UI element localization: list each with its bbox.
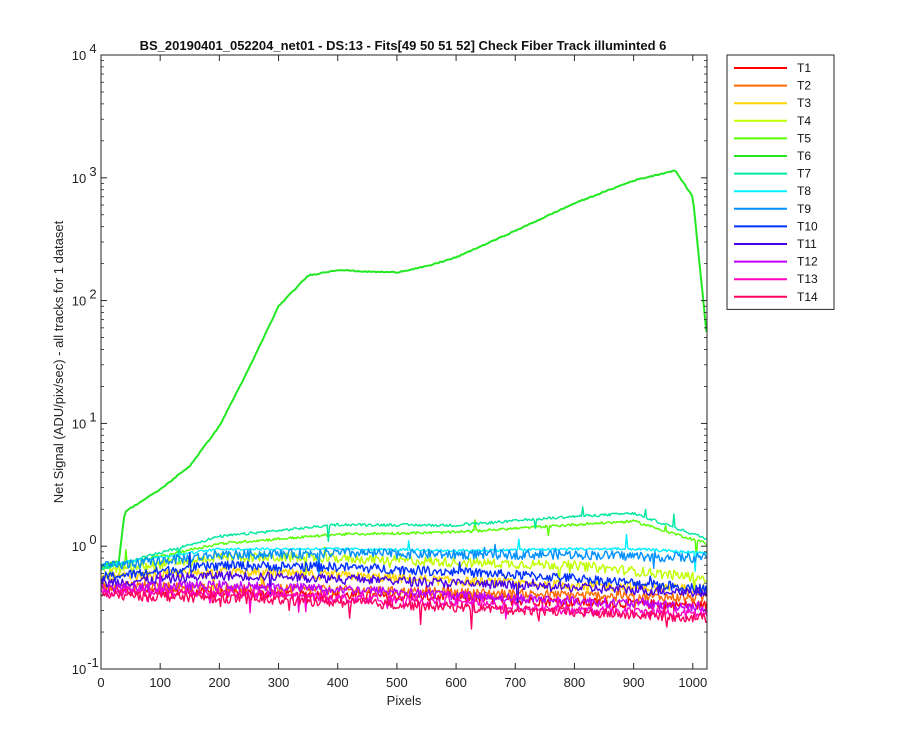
y-tick-label: 10	[72, 662, 86, 677]
series-line-t2	[101, 576, 707, 609]
x-tick-label: 300	[268, 675, 290, 690]
series-line-t12	[101, 571, 707, 613]
legend-label-t1: T1	[797, 61, 811, 75]
y-tick-exponent: -1	[87, 655, 99, 670]
x-tick-label: 1000	[678, 675, 707, 690]
legend-label-t13: T13	[797, 272, 818, 286]
series-line-t8	[101, 533, 707, 572]
y-tick-label: 10	[72, 416, 86, 431]
legend-label-t2: T2	[797, 79, 811, 93]
x-tick-label: 900	[623, 675, 645, 690]
legend-label-t11: T11	[797, 237, 817, 251]
legend-label-t12: T12	[797, 255, 818, 269]
plot-area	[100, 54, 708, 670]
y-tick-exponent: 3	[89, 164, 96, 179]
chart-title: BS_20190401_052204_net01 - DS:13 - Fits[…	[140, 38, 667, 53]
x-tick-label: 0	[97, 675, 104, 690]
series-line-t5	[101, 519, 707, 570]
legend-label-t8: T8	[797, 184, 811, 198]
legend-label-t10: T10	[797, 219, 818, 233]
series-line-t9	[101, 543, 707, 575]
x-axis-label: Pixels	[387, 693, 422, 708]
x-tick-label: 500	[386, 675, 408, 690]
x-tick-label: 600	[445, 675, 467, 690]
legend-label-t14: T14	[797, 290, 818, 304]
y-tick-exponent: 2	[89, 287, 96, 302]
x-tick-label: 400	[327, 675, 349, 690]
x-tick-label: 700	[504, 675, 526, 690]
legend-label-t9: T9	[797, 202, 811, 216]
y-tick-label: 10	[72, 171, 86, 186]
series-line-t7	[101, 506, 707, 571]
legend-label-t7: T7	[797, 167, 811, 181]
y-tick-exponent: 4	[89, 41, 96, 56]
y-tick-exponent: 0	[89, 532, 96, 547]
y-tick-label: 10	[72, 539, 86, 554]
series-line-t10	[101, 552, 707, 594]
y-tick-label: 10	[72, 294, 86, 309]
y-tick-exponent: 1	[89, 409, 96, 424]
legend-label-t4: T4	[797, 114, 811, 128]
x-tick-label: 800	[564, 675, 586, 690]
plot-frame	[100, 54, 708, 670]
series-line-t6	[101, 169, 707, 567]
x-axis: 0 100 200 300 400 500 600 700 800 900 1000	[97, 55, 707, 690]
legend: T1 T2 T3 T4 T5 T6 T7 T8 T9 T10 T11 T12 T13 T14	[726, 54, 835, 310]
legend-box	[726, 54, 835, 310]
series-line-t11	[101, 570, 707, 610]
y-axis-label: Net Signal (ADU/pix/sec) - all tracks fo…	[51, 220, 66, 503]
legend-label-t5: T5	[797, 131, 811, 145]
y-tick-label: 10	[72, 48, 86, 63]
legend-label-t3: T3	[797, 96, 811, 110]
legend-label-t6: T6	[797, 149, 811, 163]
x-tick-label: 100	[149, 675, 171, 690]
x-tick-label: 200	[209, 675, 231, 690]
series-line-t14	[101, 584, 707, 630]
